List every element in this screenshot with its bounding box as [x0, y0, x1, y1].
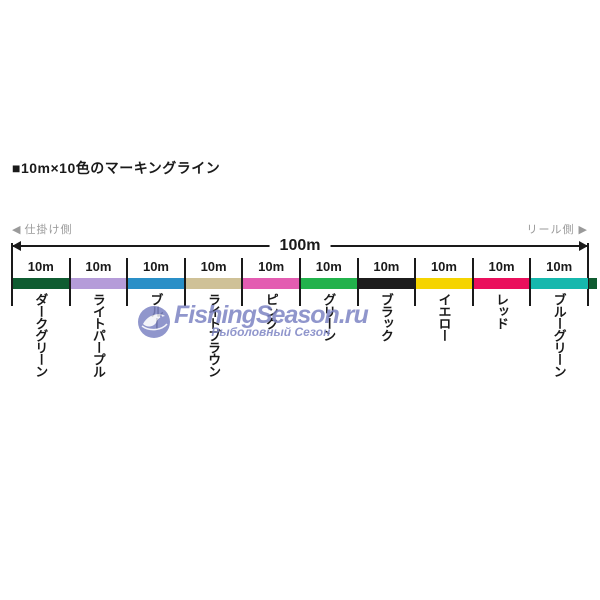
segment-color-name: ブルー: [148, 293, 164, 329]
segment-color-bar: [299, 278, 358, 289]
right-triangle-icon: ▶: [578, 224, 587, 236]
segment-length-label: 10m: [430, 259, 457, 274]
segment: 10m レッド: [471, 258, 531, 393]
segment: 10m グリーン: [298, 258, 358, 393]
segment-divider-line: [414, 258, 417, 306]
segment: 10m ブルーグリーン: [529, 258, 588, 393]
segment: 10m イエロー: [414, 258, 473, 393]
arrowhead-left-icon: [12, 241, 21, 251]
segment-color-name: ブラック: [378, 293, 394, 341]
segment-color-bar: [472, 278, 531, 289]
segment: 10m ライトブラウン: [183, 258, 243, 393]
segment-color-name: ライトブラウン: [206, 293, 222, 377]
segment-color-bar: [184, 278, 243, 289]
page-title: ■10m×10色のマーキングライン: [12, 160, 221, 176]
segment-length-label: 10m: [315, 259, 342, 274]
segment-color-name: ピンク: [263, 293, 279, 329]
reel-side-text: リール側: [526, 224, 575, 236]
total-length-label: 100m: [269, 237, 331, 255]
segment: 10m ピンク: [241, 258, 300, 393]
segment-color-name: レッド: [494, 293, 510, 329]
segment-divider-line: [241, 258, 244, 306]
segment-color-bar: [127, 278, 185, 289]
segment-color-name: ライトパープル: [90, 293, 106, 377]
segment-divider-line: [11, 258, 13, 306]
segment-color-bar: [12, 278, 70, 289]
segment-color-name: グリーン: [321, 293, 337, 341]
segment-divider-line: [471, 258, 474, 306]
segment-divider-line: [183, 258, 186, 306]
segment-length-label: 10m: [142, 259, 169, 274]
segment-length-label: 10m: [85, 259, 112, 274]
segment: 10m ダークグリーン: [11, 258, 70, 393]
segment-length-label: 10m: [258, 259, 285, 274]
segment-length-label: 10m: [27, 259, 54, 274]
segment-color-bar: [242, 278, 300, 289]
segment-divider-line: [68, 258, 71, 306]
segment-color-bar: [357, 278, 416, 289]
right-end-line: [587, 243, 589, 306]
segment: 10m ブルー: [126, 258, 185, 393]
reel-side-label: リール側 ▶: [526, 221, 587, 237]
segment: 10m ライトパープル: [68, 258, 128, 393]
segment-length-label: 10m: [200, 259, 227, 274]
segment-color-name: ダークグリーン: [33, 293, 49, 377]
segment-color-bar: [415, 278, 473, 289]
segment-divider-line: [356, 258, 359, 306]
arrowhead-right-icon: [579, 241, 588, 251]
segment-color-name: イエロー: [436, 293, 452, 341]
next-color-sliver: [589, 278, 597, 289]
rig-side-text: 仕掛け側: [24, 224, 73, 236]
segment-divider-line: [298, 258, 301, 306]
total-length-arrow: 100m: [12, 237, 588, 255]
segment-length-label: 10m: [373, 259, 400, 274]
left-triangle-icon: ◀: [12, 224, 21, 236]
rig-side-label: ◀ 仕掛け側: [12, 221, 73, 237]
segment-length-label: 10m: [546, 259, 573, 274]
segment-divider-line: [529, 258, 532, 306]
segment-length-label: 10m: [488, 259, 515, 274]
segment-color-name: ブルーグリーン: [551, 293, 567, 377]
segment: 10m ブラック: [356, 258, 416, 393]
segment-divider-line: [126, 258, 129, 306]
segment-color-bar: [69, 278, 128, 289]
segments-row: 10m ダークグリーン 10m ライトパープル 10m ブルー 10m: [11, 258, 588, 393]
segment-color-bar: [530, 278, 588, 289]
